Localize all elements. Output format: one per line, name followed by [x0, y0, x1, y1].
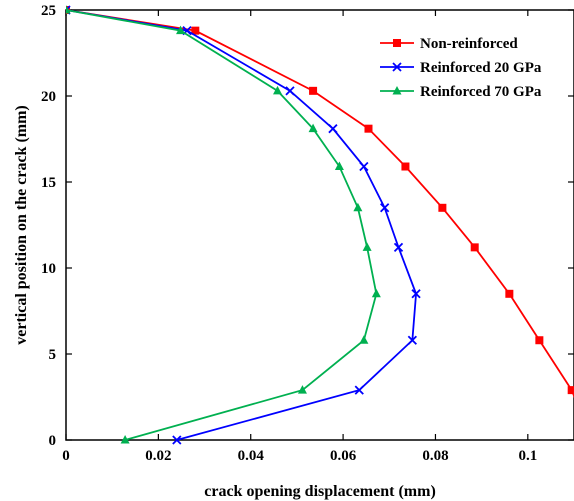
data-point [353, 202, 363, 212]
x-tick-label: 0.06 [330, 448, 357, 464]
data-point-stroke [407, 335, 418, 345]
data-point [371, 288, 381, 298]
x-tick-label: 0.08 [422, 448, 448, 464]
legend-item: Reinforced 20 GPa [380, 60, 542, 76]
data-point [362, 242, 372, 251]
data-point [535, 336, 544, 345]
data-point [334, 161, 344, 171]
data-point [392, 62, 402, 72]
data-point [309, 86, 318, 95]
x-tick-label: 0.02 [145, 448, 171, 464]
y-tick-label: 0 [49, 433, 57, 449]
data-point [285, 86, 295, 96]
series-2 [66, 5, 421, 445]
x-tick-label: 0.1 [518, 448, 537, 464]
data-point-stroke [172, 435, 182, 445]
data-point [359, 161, 369, 172]
data-point [411, 289, 421, 299]
data-point-stroke [380, 203, 390, 213]
data-point [176, 25, 186, 35]
y-tick-label: 10 [41, 261, 56, 277]
data-point-stroke [359, 161, 369, 172]
data-point [393, 242, 404, 252]
x-tick-label: 0 [62, 448, 70, 464]
y-tick-label: 15 [41, 175, 56, 191]
data-point-stroke [66, 5, 71, 12]
data-point [567, 386, 574, 395]
data-point [297, 385, 307, 394]
data-point [66, 5, 71, 14]
legend-label: Reinforced 20 GPa [420, 60, 542, 76]
data-point [364, 124, 373, 133]
y-tick-label: 25 [41, 3, 56, 19]
data-point [470, 243, 479, 252]
data-point [401, 162, 410, 171]
data-point [505, 289, 514, 298]
data-point [393, 39, 401, 47]
plot-frame [65, 9, 574, 441]
data-point [354, 385, 364, 395]
data-point-stroke [411, 289, 421, 299]
data-point [359, 335, 369, 344]
legend-item: Reinforced 70 GPa [380, 84, 542, 100]
data-point [273, 85, 283, 95]
data-point [407, 335, 418, 345]
data-point [120, 435, 130, 444]
legend-label: Reinforced 70 GPa [420, 84, 542, 100]
data-point [191, 26, 200, 35]
data-point [438, 203, 447, 212]
x-tick-label: 0.04 [238, 448, 265, 464]
data-point [308, 123, 318, 133]
series-line [66, 9, 417, 441]
series-3 [66, 5, 381, 444]
data-point [392, 86, 402, 95]
data-point-stroke [328, 124, 338, 134]
data-point [328, 124, 338, 134]
data-point [380, 203, 390, 213]
data-point-stroke [392, 62, 402, 72]
data-point-stroke [393, 242, 404, 252]
data-point-stroke [354, 385, 364, 395]
y-tick-label: 5 [49, 347, 57, 363]
data-point-stroke [285, 86, 295, 96]
data-point [172, 435, 182, 445]
series-1 [66, 6, 574, 399]
legend-item: Non-reinforced [380, 36, 518, 52]
legend: Non-reinforced Reinforced 20 GPa Reinforce… [380, 36, 542, 100]
y-axis-title: vertical position on the crack (mm) [13, 105, 30, 345]
y-tick-label: 20 [41, 89, 56, 105]
series-line [66, 9, 378, 441]
axes: 0 0.02 0.04 0.06 0.08 0.1 0 5 10 15 20 25 [41, 3, 574, 464]
legend-label: Non-reinforced [420, 36, 518, 52]
x-axis-title: crack opening displacement (mm) [204, 483, 436, 500]
plot-series [66, 5, 574, 445]
